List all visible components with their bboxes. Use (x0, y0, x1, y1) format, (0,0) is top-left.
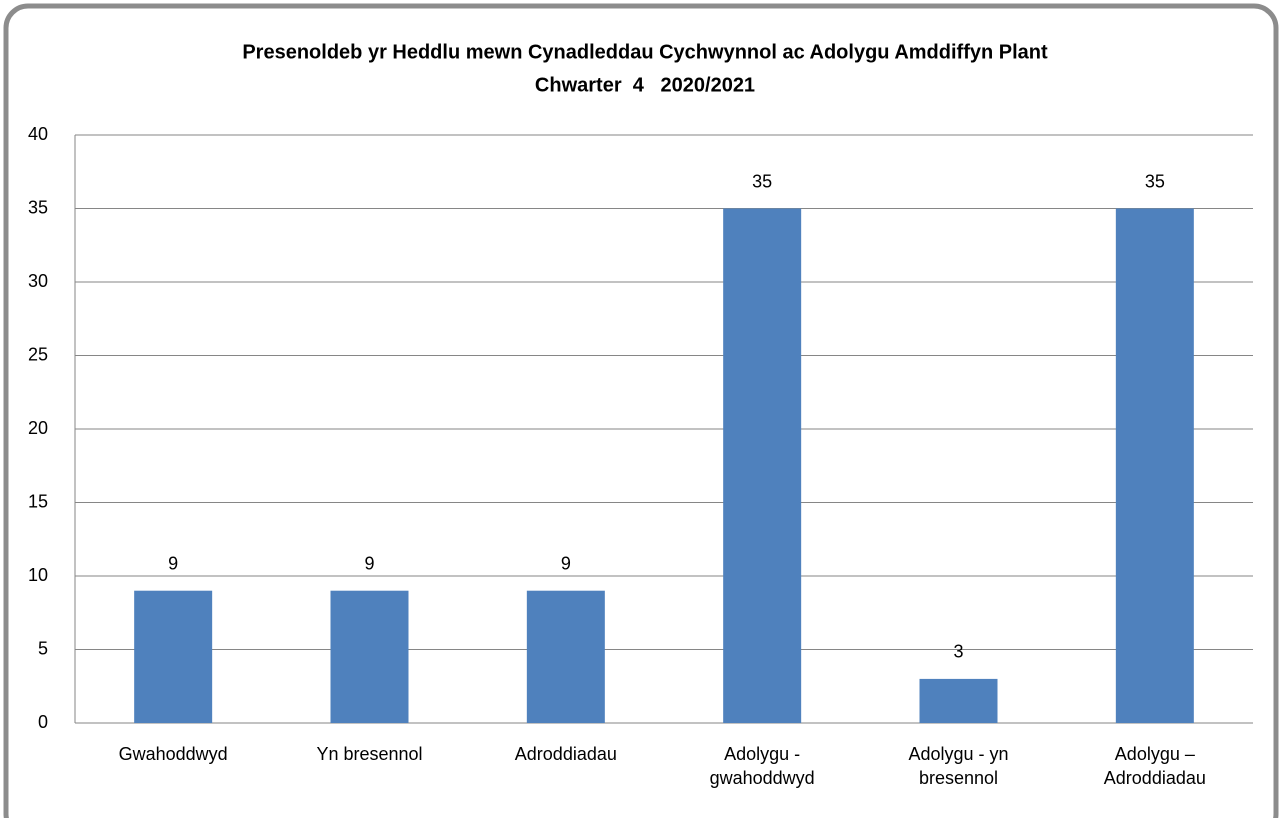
bar (1115, 208, 1194, 723)
x-tick-label: Adroddiadau (514, 744, 617, 764)
bar (526, 590, 605, 723)
data-label: 35 (1145, 171, 1165, 191)
y-tick-label: 25 (28, 344, 48, 364)
x-tick-label: Gwahoddwyd (118, 744, 228, 764)
data-label: 9 (561, 553, 571, 573)
x-tick-label: Adolygu - yn bresennol (908, 744, 1009, 788)
data-label: 9 (168, 553, 178, 573)
data-label: 35 (752, 171, 772, 191)
y-tick-label: 15 (28, 491, 48, 511)
data-label: 3 (953, 642, 963, 662)
x-tick-label: Adolygu - gwahoddwyd (709, 744, 815, 788)
y-tick-label: 0 (38, 712, 48, 732)
y-tick-label: 10 (28, 565, 48, 585)
bar (330, 590, 409, 723)
x-tick-label: Yn bresennol (316, 744, 423, 764)
y-tick-label: 30 (28, 271, 48, 291)
bar (723, 208, 802, 723)
y-tick-label: 35 (28, 197, 48, 217)
chart-subtitle: Chwarter 4 2020/2021 (535, 74, 755, 96)
chart-frame (3, 3, 1279, 818)
data-label: 9 (364, 553, 374, 573)
bar (919, 678, 998, 723)
y-tick-label: 40 (28, 124, 48, 144)
x-tick-label: Adolygu – Adroddiadau (1103, 744, 1206, 788)
y-tick-label: 20 (28, 418, 48, 438)
chart-title: Presenoldeb yr Heddlu mewn Cynadleddau C… (242, 41, 1048, 63)
bar (134, 590, 213, 723)
y-tick-label: 5 (38, 638, 48, 658)
